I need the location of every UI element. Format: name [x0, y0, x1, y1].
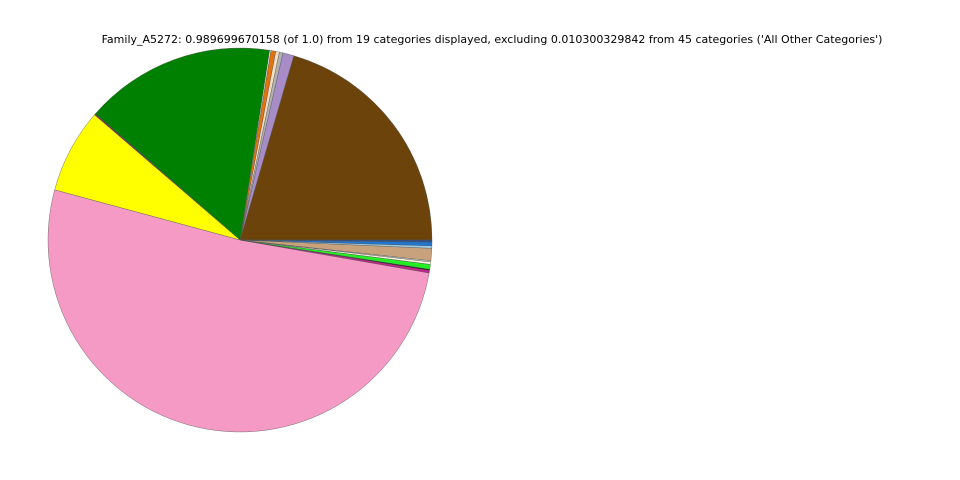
- pie-slice-7: [95, 47, 270, 241]
- pie-slices: [47, 47, 433, 433]
- pie-slice-19: [239, 239, 433, 243]
- chart-title: Family_A5272: 0.989699670158 (of 1.0) fr…: [101, 33, 883, 46]
- pie-slice-1: [239, 55, 433, 241]
- pie-slice-10: [47, 189, 430, 433]
